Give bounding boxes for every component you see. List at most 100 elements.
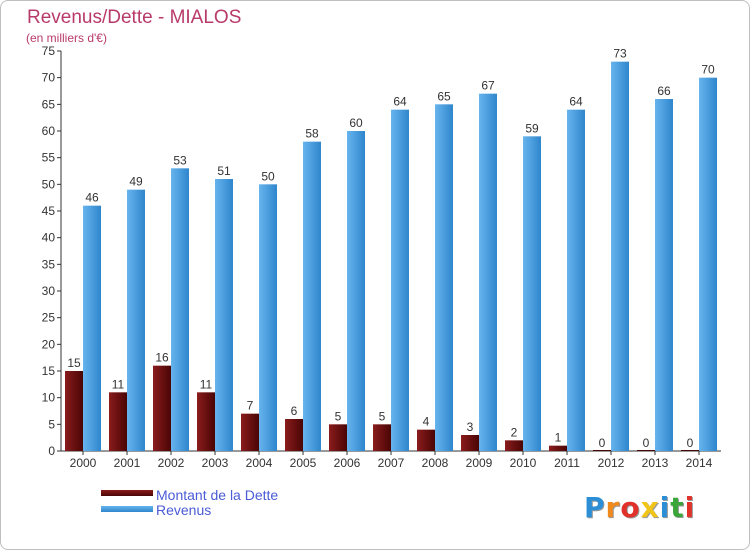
bar-revenus <box>171 168 189 452</box>
x-tick-label: 2005 <box>290 456 317 470</box>
logo-letter: o <box>620 491 641 524</box>
y-tick-label: 30 <box>42 284 56 298</box>
bar-revenus <box>391 109 409 452</box>
x-tick-label: 2012 <box>598 456 625 470</box>
y-tick-label: 10 <box>42 391 56 405</box>
y-tick-label: 20 <box>42 337 56 351</box>
bar-dette <box>681 450 699 451</box>
bar-revenus <box>215 179 233 451</box>
bar-dette <box>549 445 567 451</box>
bar-dette <box>637 450 655 451</box>
bar-dette <box>109 392 127 451</box>
bar-revenus <box>347 131 365 451</box>
logo-letter: i <box>684 491 696 524</box>
data-label-revenus: 65 <box>437 89 451 103</box>
data-label-revenus: 73 <box>613 47 627 61</box>
data-label-dette: 5 <box>379 409 386 423</box>
y-tick-label: 5 <box>48 417 55 431</box>
data-label-dette: 15 <box>67 356 81 370</box>
bar-revenus <box>655 99 673 451</box>
data-label-dette: 4 <box>423 415 430 429</box>
x-tick-label: 2002 <box>158 456 185 470</box>
bar-dette <box>329 424 347 451</box>
x-tick-label: 2009 <box>466 456 493 470</box>
data-label-dette: 1 <box>555 431 562 445</box>
x-tick-label: 2013 <box>642 456 669 470</box>
data-label-dette: 2 <box>511 425 518 439</box>
data-label-revenus: 46 <box>85 191 99 205</box>
y-tick-label: 55 <box>42 151 56 165</box>
x-tick-label: 2008 <box>422 456 449 470</box>
data-label-revenus: 64 <box>393 95 407 109</box>
y-tick-label: 70 <box>42 71 56 85</box>
y-tick-label: 40 <box>42 231 56 245</box>
y-tick-label: 50 <box>42 177 56 191</box>
data-label-revenus: 64 <box>569 95 583 109</box>
data-label-dette: 0 <box>599 436 606 450</box>
bar-dette <box>373 424 391 451</box>
data-label-revenus: 59 <box>525 121 539 135</box>
y-tick-label: 65 <box>42 97 56 111</box>
data-label-revenus: 60 <box>349 116 363 130</box>
x-tick-label: 2014 <box>686 456 713 470</box>
bar-dette <box>461 435 479 451</box>
data-label-revenus: 66 <box>657 84 671 98</box>
x-tick-label: 2007 <box>378 456 405 470</box>
y-tick-label: 60 <box>42 124 56 138</box>
bar-revenus <box>611 61 629 452</box>
x-tick-label: 2010 <box>510 456 537 470</box>
bar-dette <box>241 413 259 451</box>
data-label-revenus: 70 <box>701 63 715 77</box>
bar-dette <box>505 440 523 451</box>
data-label-revenus: 49 <box>129 175 143 189</box>
data-label-dette: 16 <box>155 351 169 365</box>
logo-letter: x <box>640 491 660 524</box>
data-label-revenus: 50 <box>261 169 275 183</box>
bar-dette <box>153 365 171 451</box>
bar-revenus <box>523 136 541 452</box>
y-tick-label: 0 <box>48 444 55 458</box>
legend-swatch-dette <box>101 490 153 496</box>
x-tick-label: 2001 <box>114 456 141 470</box>
bar-dette <box>197 392 215 451</box>
data-label-revenus: 53 <box>173 153 187 167</box>
data-label-dette: 0 <box>643 436 650 450</box>
bar-dette <box>593 450 611 451</box>
proxiti-logo: Proxiti <box>584 491 695 524</box>
legend-label-revenus: Revenus <box>156 502 212 518</box>
x-tick-label: 2000 <box>70 456 97 470</box>
x-tick-label: 2003 <box>202 456 229 470</box>
bar-dette <box>417 429 435 451</box>
bar-revenus <box>303 141 321 451</box>
logo-letter: P <box>584 491 606 524</box>
data-label-revenus: 67 <box>481 79 495 93</box>
y-tick-label: 75 <box>42 44 56 58</box>
legend-label-dette: Montant de la Dette <box>156 487 279 503</box>
data-label-dette: 11 <box>112 377 125 391</box>
bar-dette <box>285 419 303 451</box>
bar-revenus <box>83 205 101 451</box>
bar-revenus <box>127 189 145 451</box>
y-tick-label: 35 <box>42 257 56 271</box>
data-label-dette: 0 <box>687 436 694 450</box>
x-tick-label: 2006 <box>334 456 361 470</box>
data-label-revenus: 51 <box>217 164 231 178</box>
y-tick-label: 45 <box>42 204 56 218</box>
bar-revenus <box>479 93 497 452</box>
y-tick-label: 25 <box>42 311 56 325</box>
logo-letter: r <box>605 491 621 524</box>
data-label-dette: 5 <box>335 409 342 423</box>
x-tick-label: 2011 <box>554 456 580 470</box>
x-tick-label: 2004 <box>246 456 273 470</box>
bar-revenus <box>567 109 585 452</box>
legend-swatch-revenus <box>101 506 153 512</box>
bar-revenus <box>435 104 453 451</box>
data-label-dette: 11 <box>200 377 213 391</box>
data-label-dette: 3 <box>467 420 474 434</box>
chart-subtitle: (en milliers d'€) <box>26 31 107 45</box>
data-label-dette: 7 <box>247 399 254 413</box>
data-label-dette: 6 <box>291 404 298 418</box>
bar-revenus <box>699 77 717 452</box>
